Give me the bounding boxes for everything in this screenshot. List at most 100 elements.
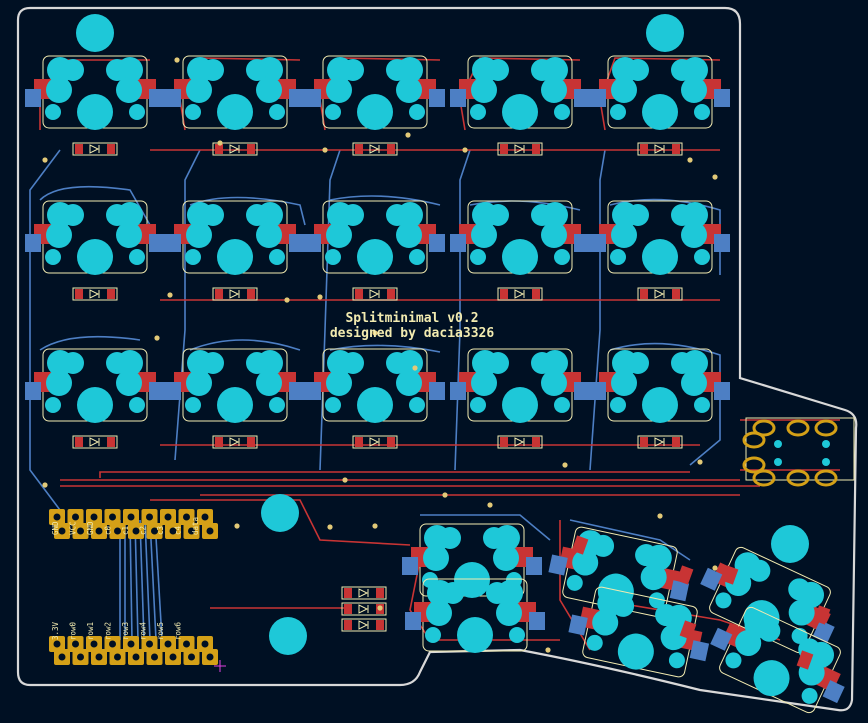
trrs-pad	[814, 469, 838, 487]
header-drill	[109, 513, 116, 521]
header-drill	[72, 513, 79, 521]
switch-pin	[531, 59, 553, 81]
diode	[212, 287, 258, 301]
via	[322, 147, 328, 153]
switch-pin	[671, 59, 693, 81]
switch-pad	[149, 234, 165, 252]
switch-pin	[202, 59, 224, 81]
switch-pad	[590, 89, 606, 107]
switch-pin	[186, 77, 212, 103]
switch-peg	[129, 397, 145, 413]
switch-pad	[165, 89, 181, 107]
switch-pad	[574, 89, 590, 107]
diode-pad	[640, 144, 648, 154]
diode-symbol	[654, 289, 665, 299]
header-drill	[169, 527, 177, 535]
mounting-hole	[76, 14, 114, 52]
switch-peg	[185, 397, 201, 413]
diode-pad	[500, 289, 508, 299]
switch-pin	[396, 222, 422, 248]
diode-pad	[672, 437, 680, 447]
via	[712, 565, 718, 571]
switch-pin	[246, 352, 268, 374]
switch-pad	[714, 89, 730, 107]
diode-pad	[215, 289, 223, 299]
diode-outline	[341, 602, 387, 616]
header-drill	[58, 653, 66, 661]
switch-peg	[554, 397, 570, 413]
diode	[72, 142, 118, 156]
switch-peg	[694, 249, 710, 265]
trace-back	[329, 195, 441, 206]
diode-pad	[500, 144, 508, 154]
diode-symbol	[358, 604, 369, 614]
switch-pin	[426, 600, 452, 626]
switch-pin	[246, 204, 268, 226]
diode-symbol	[514, 144, 525, 154]
diode-symbol	[369, 289, 380, 299]
via	[712, 174, 718, 180]
key-switch	[305, 200, 445, 275]
switch-pin	[487, 204, 509, 226]
switch-peg	[801, 687, 818, 704]
switch-peg	[129, 104, 145, 120]
switch-pin	[62, 352, 84, 374]
switch-center-hole	[77, 239, 113, 275]
header-bottom-row1	[49, 636, 213, 652]
switch-pad	[574, 382, 590, 400]
trace-back	[154, 519, 163, 641]
switch-pin	[471, 222, 497, 248]
connector-bottom-label: row6	[174, 621, 183, 640]
via	[562, 462, 568, 468]
switch-pad	[165, 382, 181, 400]
header-drill	[206, 653, 214, 661]
diode-outline	[352, 142, 398, 156]
diode-pad	[344, 620, 352, 630]
board-title-line2: designed by dacia3326	[330, 326, 495, 341]
key-switch	[568, 586, 710, 678]
switch-center-hole	[642, 94, 678, 130]
diode-pad	[75, 289, 83, 299]
key-switch	[165, 348, 305, 423]
switch-pin	[326, 370, 352, 396]
via	[657, 513, 663, 519]
connector-top-label: c0	[104, 525, 113, 535]
switch-center-hole	[357, 239, 393, 275]
connector-bottom-label: row1	[86, 622, 95, 640]
switch-pin	[116, 222, 142, 248]
switch-pin	[681, 77, 707, 103]
diode-outline	[212, 142, 258, 156]
header-bottom-row2	[54, 649, 218, 665]
key-switch	[25, 348, 165, 423]
connector-bottom-label: row3	[121, 622, 130, 640]
header-drill	[58, 527, 66, 535]
switch-pad	[25, 89, 41, 107]
key-switch	[450, 348, 590, 423]
diode	[497, 287, 543, 301]
smd-diode-pad	[721, 565, 739, 585]
header-drill	[53, 640, 61, 648]
trace-back	[329, 344, 441, 353]
header-drill	[201, 640, 209, 648]
switch-pad	[25, 234, 41, 252]
trrs-hole	[774, 458, 782, 466]
switch-pin	[681, 222, 707, 248]
via	[284, 297, 290, 303]
vias	[42, 57, 718, 653]
switch-pin	[396, 370, 422, 396]
header-drill	[95, 527, 103, 535]
diode	[637, 435, 683, 449]
key-switch	[710, 606, 845, 714]
diode-symbol	[654, 437, 665, 447]
switch-pin	[386, 204, 408, 226]
key-switch-footprints	[25, 55, 845, 714]
diode-pad	[247, 144, 255, 154]
diode-symbol	[514, 289, 525, 299]
diode-pad	[355, 144, 363, 154]
diode	[637, 287, 683, 301]
switch-pin	[342, 352, 364, 374]
switch-pad	[305, 89, 321, 107]
via	[377, 605, 383, 611]
trace-back	[454, 149, 471, 471]
header-drill	[109, 640, 116, 648]
